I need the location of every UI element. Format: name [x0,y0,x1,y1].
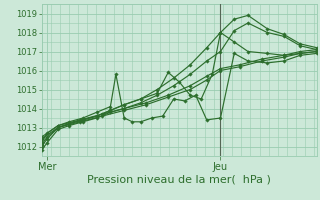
X-axis label: Pression niveau de la mer(  hPa ): Pression niveau de la mer( hPa ) [87,174,271,184]
